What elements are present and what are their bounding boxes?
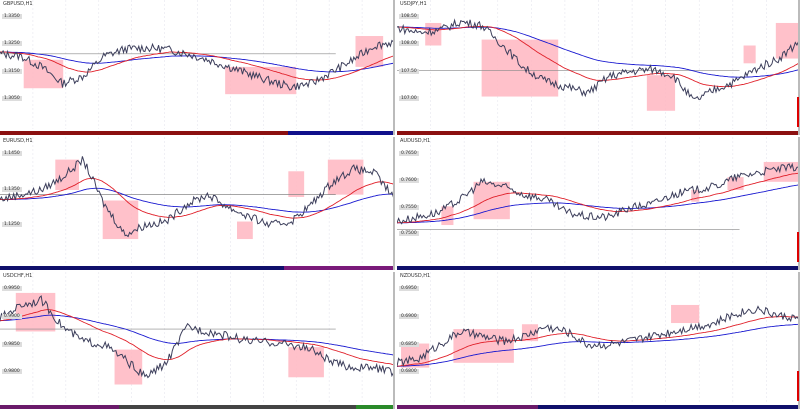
chart-panel-4[interactable]: AUDUSD,H1 0.7650 0.7600 0.7550 0.7500 — [397, 137, 800, 270]
price-axis-label: 0.7550 — [399, 204, 419, 210]
price-scale-border — [798, 0, 800, 135]
fast-moving-average-line — [397, 25, 800, 88]
time-axis-segment — [355, 405, 395, 409]
chart-symbol-title: USDCHF,H1 — [3, 273, 33, 279]
highlight-zone — [481, 39, 559, 97]
highlight-zone — [225, 66, 297, 95]
price-scale-border — [798, 272, 800, 409]
chart-canvas[interactable] — [0, 0, 395, 135]
time-axis-segment — [0, 131, 289, 135]
highlight-zone — [727, 177, 744, 190]
highlight-zone — [646, 75, 676, 111]
chart-canvas[interactable] — [397, 0, 800, 135]
price-axis-label: 1.3150 — [2, 68, 22, 74]
highlight-zone — [237, 221, 253, 240]
time-axis-strip — [0, 405, 395, 409]
price-axis-label: 0.6800 — [399, 369, 419, 375]
price-axis-label: 0.9800 — [2, 369, 22, 375]
price-axis-label: 0.7600 — [399, 177, 419, 183]
time-axis-segment — [118, 405, 356, 409]
highlight-zone — [743, 45, 756, 64]
price-line — [0, 295, 395, 379]
slow-moving-average-line — [0, 187, 395, 213]
fast-moving-average-line — [0, 51, 395, 81]
time-axis-strip — [0, 266, 395, 270]
price-axis-label: 108.00 — [399, 41, 419, 47]
highlight-zone — [441, 206, 454, 226]
price-axis-label: 0.6850 — [399, 341, 419, 347]
time-axis-strip — [397, 405, 800, 409]
price-line — [397, 18, 800, 100]
price-axis-label: 1.1350 — [2, 186, 22, 192]
highlight-zone — [114, 349, 143, 385]
time-axis-segment — [397, 266, 800, 270]
chart-symbol-title: GBPUSD,H1 — [3, 1, 33, 7]
chart-symbol-title: USDJPY,H1 — [400, 1, 427, 7]
chart-panel-2[interactable]: USDJPY,H1 108.50 108.00 107.50 107.00 — [397, 0, 800, 135]
slow-moving-average-line — [397, 184, 800, 224]
chart-panel-5[interactable]: USDCHF,H1 0.9950 0.9900 0.9850 0.9800 — [0, 272, 395, 409]
chart-symbol-title: EURUSD,H1 — [3, 138, 33, 144]
time-axis-segment — [538, 405, 800, 409]
price-axis-label: 0.9900 — [2, 313, 22, 319]
chart-symbol-title: NZDUSD,H1 — [400, 273, 431, 279]
highlight-zone — [671, 304, 700, 324]
current-price-marker — [797, 371, 799, 401]
price-line — [0, 37, 395, 91]
price-axis-label: 0.9950 — [2, 286, 22, 291]
price-axis-label: 0.6950 — [399, 286, 419, 291]
chart-panel-1[interactable]: GBPUSD,H1 1.3350 1.3250 1.3150 1.3050 — [0, 0, 395, 135]
price-axis-label: 0.6900 — [399, 313, 419, 319]
current-price-marker — [797, 232, 799, 262]
time-axis-segment — [284, 266, 395, 270]
price-axis-label: 1.3350 — [2, 14, 22, 19]
fast-moving-average-line — [0, 309, 395, 366]
price-line — [397, 305, 800, 368]
time-axis-segment — [0, 405, 119, 409]
fast-moving-average-line — [0, 178, 395, 219]
time-axis-strip — [397, 266, 800, 270]
price-line — [397, 162, 800, 225]
price-axis-label: 0.7500 — [399, 231, 419, 237]
slow-moving-average-line — [397, 323, 800, 367]
slow-moving-average-line — [0, 314, 395, 356]
highlight-zone — [288, 347, 324, 378]
price-axis-label: 1.1250 — [2, 222, 22, 228]
time-axis-strip — [397, 131, 800, 135]
highlight-zone — [775, 22, 800, 59]
chart-panel-6[interactable]: NZDUSD,H1 0.6950 0.6900 0.6850 0.6800 — [397, 272, 800, 409]
chart-canvas[interactable] — [397, 272, 800, 409]
time-axis-segment — [0, 266, 285, 270]
price-scale-border — [393, 0, 395, 135]
highlight-zone — [23, 59, 64, 89]
price-axis-label: 0.7650 — [399, 151, 419, 156]
time-axis-segment — [288, 131, 395, 135]
price-scale-border — [393, 137, 395, 270]
price-axis-label: 0.9850 — [2, 341, 22, 347]
time-axis-segment — [397, 131, 800, 135]
price-axis-label: 107.00 — [399, 95, 419, 101]
price-axis-label: 107.50 — [399, 68, 419, 74]
chart-canvas[interactable] — [0, 272, 395, 409]
highlight-zone — [55, 159, 79, 190]
price-axis-label: 1.1450 — [2, 151, 22, 156]
time-axis-segment — [397, 405, 539, 409]
fast-moving-average-line — [397, 316, 800, 367]
price-line — [0, 156, 395, 238]
fast-moving-average-line — [397, 172, 800, 224]
price-scale-border — [798, 137, 800, 270]
chart-panel-3[interactable]: EURUSD,H1 1.1450 1.1350 1.1250 — [0, 137, 395, 270]
price-scale-border — [393, 272, 395, 409]
price-axis-label: 1.3050 — [2, 95, 22, 101]
chart-canvas[interactable] — [0, 137, 395, 270]
highlight-zone — [691, 189, 700, 202]
chart-canvas[interactable] — [397, 137, 800, 270]
price-axis-label: 108.50 — [399, 14, 419, 19]
price-axis-label: 1.3250 — [2, 41, 22, 47]
chart-symbol-title: AUDUSD,H1 — [400, 138, 431, 144]
highlight-zone — [288, 171, 305, 197]
current-price-marker — [797, 97, 799, 127]
time-axis-strip — [0, 131, 395, 135]
